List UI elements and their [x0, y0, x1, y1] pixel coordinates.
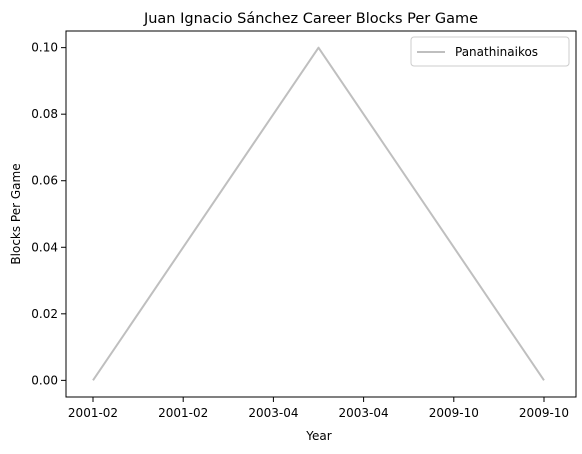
- y-tick-label: 0.02: [31, 307, 58, 321]
- x-axis-label: Year: [305, 429, 331, 443]
- y-tick-label: 0.04: [31, 240, 58, 254]
- legend-box: [410, 36, 570, 67]
- y-tick-label: 0.06: [31, 174, 58, 188]
- x-tick-label: 2001-02: [158, 406, 208, 420]
- y-axis-label: Blocks Per Game: [9, 163, 23, 264]
- y-tick-label: 0.00: [31, 373, 58, 387]
- x-tick-label: 2003-04: [248, 406, 298, 420]
- x-tick-label: 2009-10: [429, 406, 479, 420]
- y-tick-label: 0.08: [31, 107, 58, 121]
- x-tick-label: 2009-10: [519, 406, 569, 420]
- series-layer: [92, 46, 545, 381]
- legend: Panathinaikos: [410, 36, 570, 67]
- chart-title: Juan Ignacio Sánchez Career Blocks Per G…: [143, 11, 478, 27]
- plot-area: [65, 30, 577, 398]
- x-tick-label: 2001-02: [68, 406, 118, 420]
- y-tick-label: 0.10: [31, 41, 58, 55]
- x-axis-ticks: 2001-02 2001-02 2003-04 2003-04 2009-10 2009-…: [68, 397, 569, 420]
- x-tick-label: 2003-04: [339, 406, 389, 420]
- y-axis-ticks: 0.00 0.02 0.04 0.06 0.08 0.10: [31, 41, 66, 387]
- series-line-panathinaikos: [92, 46, 545, 381]
- legend-label-panathinaikos: Panathinaikos: [455, 45, 538, 59]
